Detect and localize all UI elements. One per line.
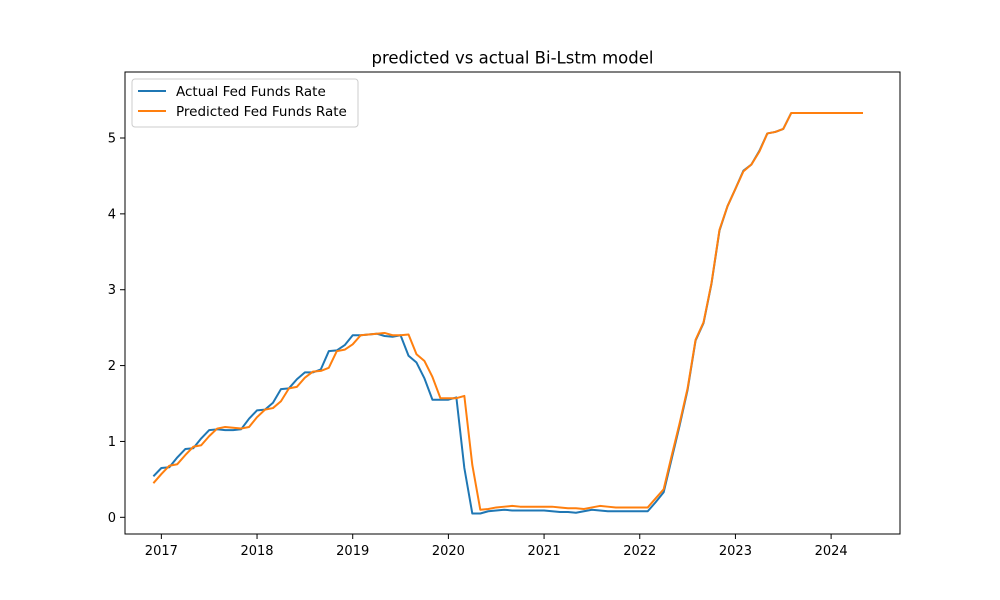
y-tick-label: 4 [108, 207, 116, 222]
y-tick-label: 2 [108, 359, 116, 374]
x-tick-label: 2020 [432, 544, 465, 559]
x-tick-label: 2021 [528, 544, 561, 559]
plot-area [125, 72, 900, 534]
y-tick-label: 0 [108, 511, 116, 526]
y-tick-label: 3 [108, 283, 116, 298]
series-line-predicted [152, 111, 863, 511]
axes-layer: 2017 2018 2019 2020 2021 2022 2023 2024 0 1 2 3 4 5 [108, 71, 901, 559]
series-layer [152, 111, 863, 515]
x-tick-label: 2023 [719, 544, 752, 559]
y-tick-label: 1 [108, 435, 116, 450]
legend-label-predicted: Predicted Fed Funds Rate [176, 104, 347, 120]
y-tick-label: 5 [108, 132, 116, 147]
x-tick-label: 2018 [240, 544, 273, 559]
legend: Actual Fed Funds Rate Predicted Fed Fund… [131, 78, 359, 128]
x-tick-label: 2017 [145, 544, 178, 559]
legend-box [131, 78, 359, 128]
chart-title: predicted vs actual Bi-Lstm model [372, 49, 654, 68]
x-tick-label: 2022 [623, 544, 656, 559]
x-tick-label: 2024 [815, 544, 848, 559]
x-tick-label: 2019 [336, 544, 369, 559]
axes-frame [124, 71, 901, 535]
legend-label-actual: Actual Fed Funds Rate [176, 84, 326, 100]
